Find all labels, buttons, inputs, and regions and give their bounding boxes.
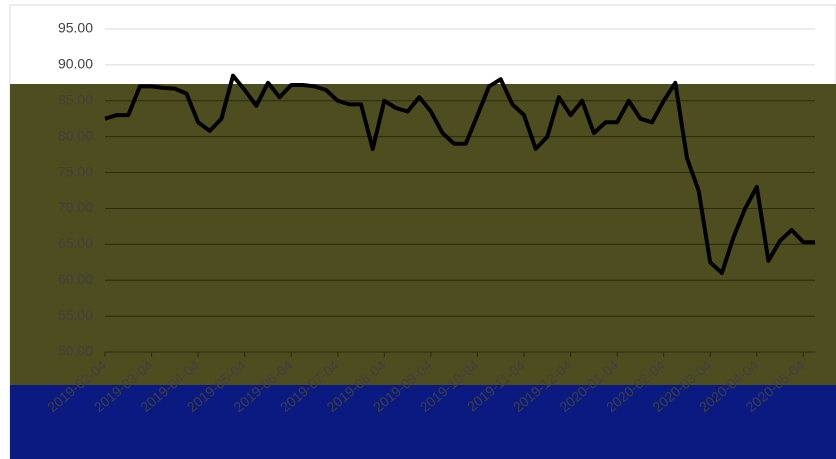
y-tick-label: 85.00 bbox=[58, 91, 93, 107]
background-block bbox=[10, 84, 836, 385]
y-tick-label: 70.00 bbox=[58, 199, 93, 215]
y-tick-label: 80.00 bbox=[58, 127, 93, 143]
y-tick-label: 65.00 bbox=[58, 235, 93, 251]
background-block bbox=[10, 385, 836, 459]
y-tick-label: 90.00 bbox=[58, 56, 93, 72]
y-tick-label: 95.00 bbox=[58, 20, 93, 36]
y-tick-label: 60.00 bbox=[58, 271, 93, 287]
y-tick-label: 75.00 bbox=[58, 163, 93, 179]
y-tick-label: 55.00 bbox=[58, 307, 93, 323]
line-series bbox=[104, 73, 815, 275]
y-tick-label: 50.00 bbox=[58, 343, 93, 359]
